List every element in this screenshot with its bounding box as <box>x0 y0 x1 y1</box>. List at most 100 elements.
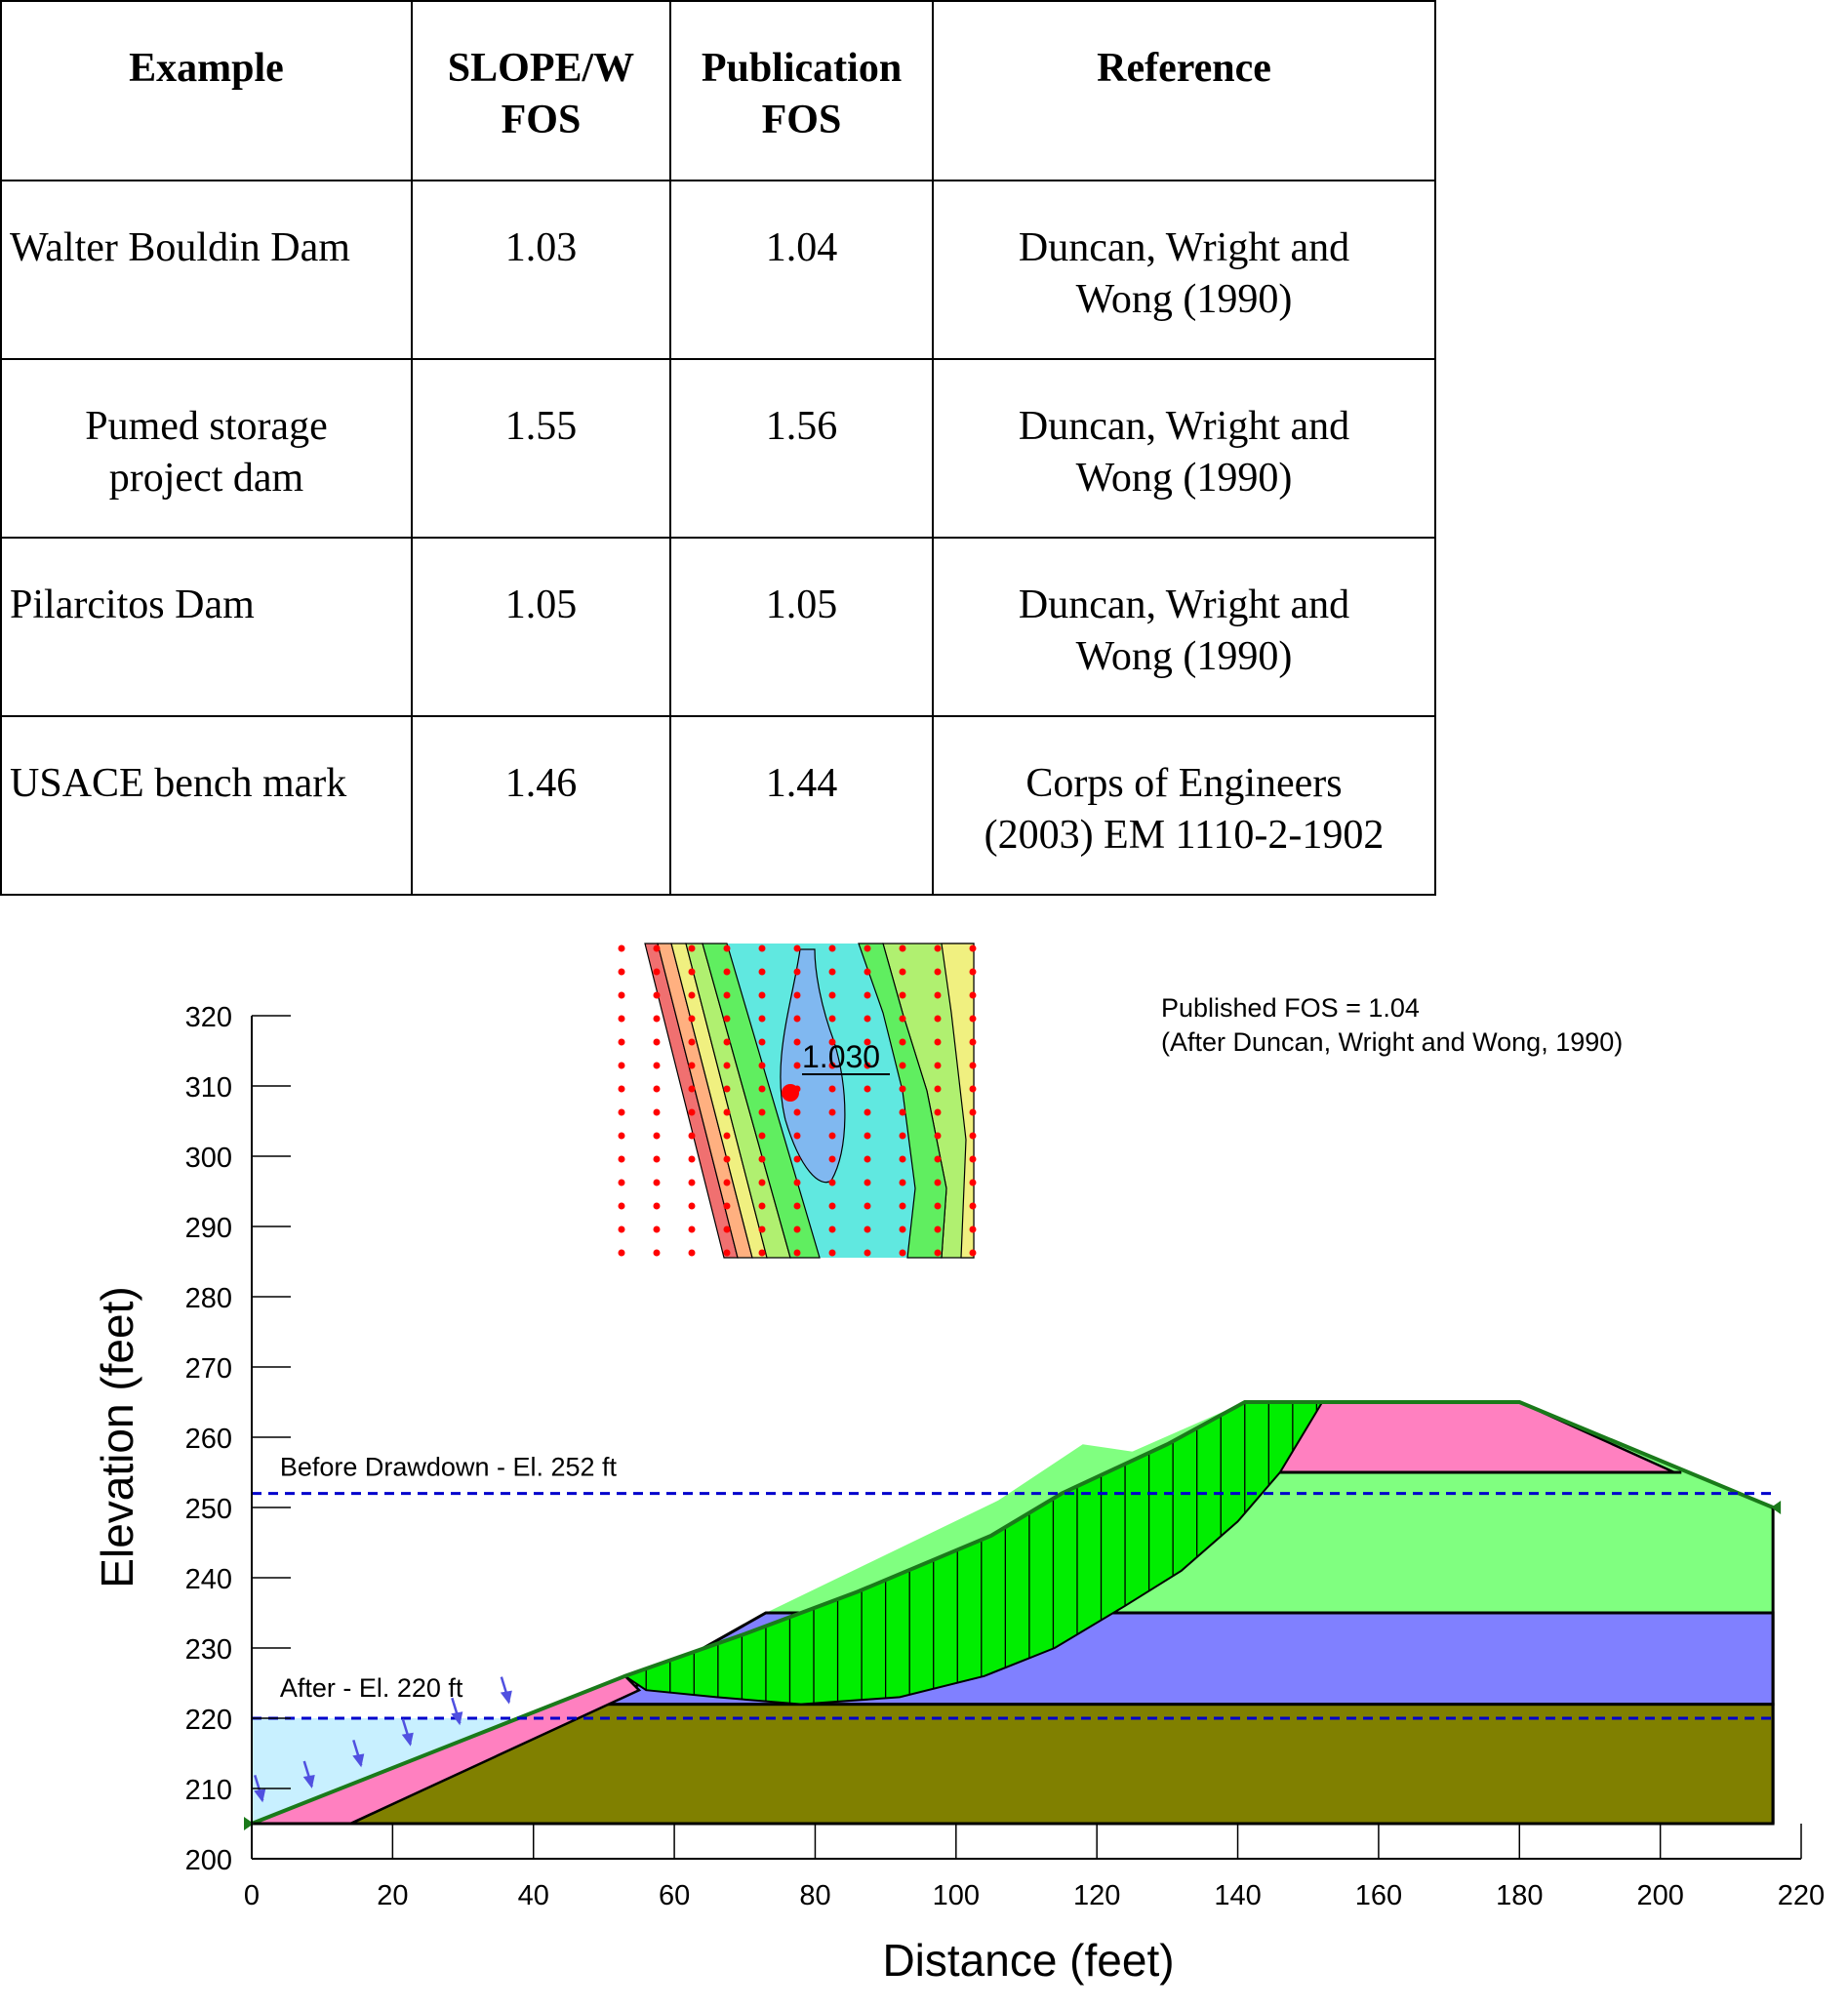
critical-fos-label: 1.030 <box>802 1039 880 1074</box>
grid-point <box>828 1202 836 1210</box>
grid-point <box>969 1015 977 1023</box>
grid-point <box>758 1249 766 1257</box>
grid-point <box>758 1155 766 1163</box>
x-tick-label: 220 <box>1778 1880 1825 1911</box>
cell-publication-fos: 1.04 <box>669 180 934 360</box>
y-axis-label: Elevation (feet) <box>92 1286 142 1587</box>
grid-point <box>934 1085 942 1093</box>
header-reference: Reference <box>932 0 1436 181</box>
grid-point <box>864 1015 871 1023</box>
grid-point <box>758 968 766 976</box>
grid-point <box>828 968 836 976</box>
grid-point <box>934 1132 942 1140</box>
y-tick-label: 240 <box>185 1564 232 1595</box>
grid-point <box>688 1085 696 1093</box>
grid-point <box>618 1132 625 1140</box>
grid-point <box>864 968 871 976</box>
grid-point <box>969 1155 977 1163</box>
cell-reference: Corps of Engineers (2003) EM 1110-2-1902 <box>932 715 1436 896</box>
grid-point <box>723 1038 731 1046</box>
grid-point <box>688 1179 696 1186</box>
header-slope-w-fos: SLOPE/W FOS <box>411 0 671 181</box>
grid-point <box>899 1179 906 1186</box>
y-tick-label: 280 <box>185 1283 232 1314</box>
x-tick-label: 60 <box>659 1880 690 1911</box>
fos-comparison-table: Example SLOPE/W FOS Publication FOS Refere… <box>0 0 1436 896</box>
cell-reference: Duncan, Wright and Wong (1990) <box>932 180 1436 360</box>
grid-point <box>793 944 801 952</box>
grid-point <box>969 1179 977 1186</box>
right-marker <box>1771 1501 1782 1514</box>
cell-slope-w-fos: 1.05 <box>411 537 671 717</box>
grid-point <box>934 991 942 999</box>
table-row: Walter Bouldin Dam 1.03 1.04 Duncan, Wright… <box>0 180 1436 360</box>
pressure-arrow-head <box>401 1732 414 1747</box>
grid-point <box>723 1108 731 1116</box>
cell-reference: Duncan, Wright and Wong (1990) <box>932 358 1436 539</box>
grid-point <box>828 1155 836 1163</box>
grid-point <box>793 991 801 999</box>
grid-point <box>618 968 625 976</box>
grid-point <box>828 1225 836 1233</box>
grid-point <box>969 1038 977 1046</box>
grid-point <box>618 1108 625 1116</box>
x-tick-label: 180 <box>1496 1880 1543 1911</box>
grid-point <box>618 944 625 952</box>
grid-point <box>793 1225 801 1233</box>
x-tick-label: 120 <box>1073 1880 1120 1911</box>
grid-point <box>618 1202 625 1210</box>
grid-point <box>934 1015 942 1023</box>
grid-point <box>899 1132 906 1140</box>
grid-point <box>653 1249 661 1257</box>
grid-point <box>899 1202 906 1210</box>
grid-point <box>969 1249 977 1257</box>
grid-point <box>653 1108 661 1116</box>
cell-example: Walter Bouldin Dam <box>0 180 413 360</box>
cell-publication-fos: 1.56 <box>669 358 934 539</box>
pressure-arrow-head <box>254 1788 266 1803</box>
grid-point <box>969 1085 977 1093</box>
crest-core <box>1270 1400 1675 1474</box>
grid-point <box>653 1062 661 1069</box>
y-tick-label: 310 <box>185 1072 232 1104</box>
grid-point <box>899 1085 906 1093</box>
grid-point <box>899 991 906 999</box>
cell-example: Pumed storage project dam <box>0 358 413 539</box>
grid-point <box>828 1038 836 1046</box>
y-tick-label: 220 <box>185 1705 232 1736</box>
grid-point <box>653 1015 661 1023</box>
cell-reference: Duncan, Wright and Wong (1990) <box>932 537 1436 717</box>
grid-point <box>864 1108 871 1116</box>
cell-slope-w-fos: 1.55 <box>411 358 671 539</box>
grid-point <box>653 1179 661 1186</box>
pressure-arrow-head <box>352 1753 365 1768</box>
grid-point <box>688 944 696 952</box>
y-tick-label: 270 <box>185 1353 232 1385</box>
x-tick-label: 40 <box>518 1880 549 1911</box>
grid-point <box>864 944 871 952</box>
grid-point <box>653 1085 661 1093</box>
grid-point <box>618 1038 625 1046</box>
grid-point <box>969 968 977 976</box>
x-tick-label: 20 <box>377 1880 408 1911</box>
grid-point <box>793 1179 801 1186</box>
grid-point <box>899 1108 906 1116</box>
grid-point <box>864 1062 871 1069</box>
grid-point <box>934 1179 942 1186</box>
grid-point <box>653 1202 661 1210</box>
grid-point <box>618 1062 625 1069</box>
contour-right-edge <box>941 943 975 1259</box>
grid-point <box>864 1225 871 1233</box>
grid-point <box>688 1155 696 1163</box>
x-axis-label: Distance (feet) <box>882 1935 1174 1986</box>
grid-point <box>969 944 977 952</box>
critical-center <box>782 1084 799 1102</box>
grid-point <box>828 1179 836 1186</box>
grid-point <box>793 1132 801 1140</box>
grid-point <box>793 968 801 976</box>
grid-point <box>758 1038 766 1046</box>
grid-point <box>934 944 942 952</box>
contour-band <box>702 943 821 1259</box>
grid-point <box>723 1062 731 1069</box>
grid-point <box>828 1015 836 1023</box>
